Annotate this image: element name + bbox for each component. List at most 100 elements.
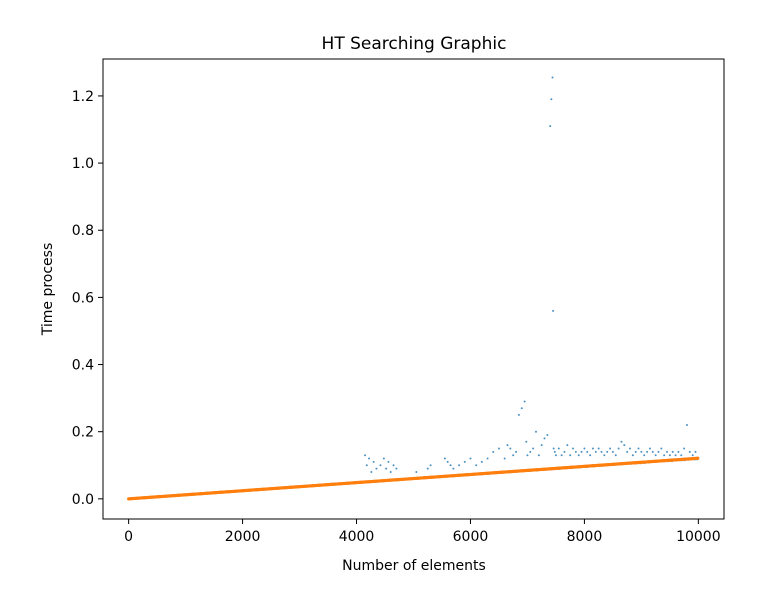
measured-point	[552, 309, 555, 312]
measured-point	[486, 457, 489, 460]
measured-point	[569, 454, 572, 457]
measured-point	[364, 454, 367, 457]
measured-point	[506, 444, 509, 447]
measured-point	[637, 447, 640, 450]
measured-point	[395, 467, 398, 470]
measured-point	[566, 444, 569, 447]
measured-point	[492, 450, 495, 453]
measured-point	[379, 464, 382, 467]
measured-point	[577, 454, 580, 457]
measured-point	[611, 450, 614, 453]
measured-point	[475, 464, 478, 467]
measured-point	[683, 447, 686, 450]
measured-point	[529, 450, 532, 453]
measured-point	[631, 454, 634, 457]
y-tick-label: 0.6	[72, 290, 94, 306]
y-tick-label: 1.0	[72, 156, 94, 172]
measured-point	[640, 450, 643, 453]
x-axis: 0 2000 4000 6000 8000 10000	[124, 519, 721, 545]
measured-point	[574, 450, 577, 453]
measured-point	[368, 457, 371, 460]
measured-point	[557, 447, 560, 450]
measured-point	[634, 450, 637, 453]
chart-title: HT Searching Graphic	[322, 34, 507, 54]
measured-point	[685, 423, 688, 426]
measured-point	[429, 464, 432, 467]
measured-point	[668, 454, 671, 457]
measured-point	[449, 464, 452, 467]
measured-point	[597, 447, 600, 450]
measured-point	[666, 450, 669, 453]
x-tick-label: 4000	[339, 529, 375, 545]
measured-point	[591, 447, 594, 450]
x-axis-label: Number of elements	[342, 558, 486, 574]
measured-point	[458, 464, 461, 467]
measured-point	[688, 450, 691, 453]
measured-point	[572, 447, 575, 450]
measured-point	[603, 454, 606, 457]
plot-area	[102, 58, 725, 520]
measured-point	[594, 450, 597, 453]
measured-point	[553, 450, 556, 453]
measured-point	[389, 470, 392, 473]
x-tick-label: 2000	[225, 529, 261, 545]
measured-point	[480, 460, 483, 463]
measured-point	[543, 437, 546, 440]
measured-point	[623, 444, 626, 447]
measured-point	[520, 407, 523, 410]
measured-point	[540, 444, 543, 447]
measured-point	[452, 467, 455, 470]
plot-frame	[103, 59, 724, 519]
measured-point	[600, 450, 603, 453]
x-tick-label: 6000	[453, 529, 489, 545]
y-tick-label: 1.2	[72, 89, 94, 105]
measured-point	[654, 454, 657, 457]
x-tick-label: 8000	[567, 529, 603, 545]
measured-point	[525, 440, 528, 443]
measured-point	[680, 454, 683, 457]
measured-point	[426, 467, 429, 470]
measured-point	[517, 413, 520, 416]
plot-border	[102, 58, 725, 520]
measured-point	[551, 76, 554, 79]
measured-point	[663, 454, 666, 457]
measured-point	[563, 450, 566, 453]
y-axis-label: Time process	[40, 243, 56, 337]
measured-point	[512, 454, 515, 457]
measured-point	[560, 454, 563, 457]
fit-point	[696, 456, 700, 460]
measured-point	[609, 447, 612, 450]
measured-point	[657, 450, 660, 453]
measured-point	[392, 464, 395, 467]
measured-point	[372, 460, 375, 463]
measured-point	[620, 440, 623, 443]
measured-point	[614, 454, 617, 457]
measured-point	[648, 447, 651, 450]
measured-point	[534, 430, 537, 433]
y-tick-label: 0.0	[72, 492, 94, 508]
measured-point	[583, 447, 586, 450]
measured-point	[365, 464, 368, 467]
measured-point	[532, 447, 535, 450]
measured-point	[586, 450, 589, 453]
y-tick-label: 0.8	[72, 223, 94, 239]
measured-point	[526, 454, 529, 457]
measured-point	[537, 454, 540, 457]
measured-point	[515, 450, 518, 453]
measured-point	[628, 447, 631, 450]
measured-point	[446, 460, 449, 463]
measured-point	[382, 457, 385, 460]
measured-point	[651, 450, 654, 453]
measured-point	[387, 460, 390, 463]
measured-point	[546, 434, 549, 437]
measured-point	[643, 454, 646, 457]
measured-point	[503, 457, 506, 460]
measured-point	[691, 454, 694, 457]
measured-point	[580, 450, 583, 453]
measured-point	[415, 470, 418, 473]
x-tick-label: 0	[124, 529, 133, 545]
measured-point	[552, 447, 555, 450]
measured-point	[554, 454, 557, 457]
measured-point	[694, 450, 697, 453]
